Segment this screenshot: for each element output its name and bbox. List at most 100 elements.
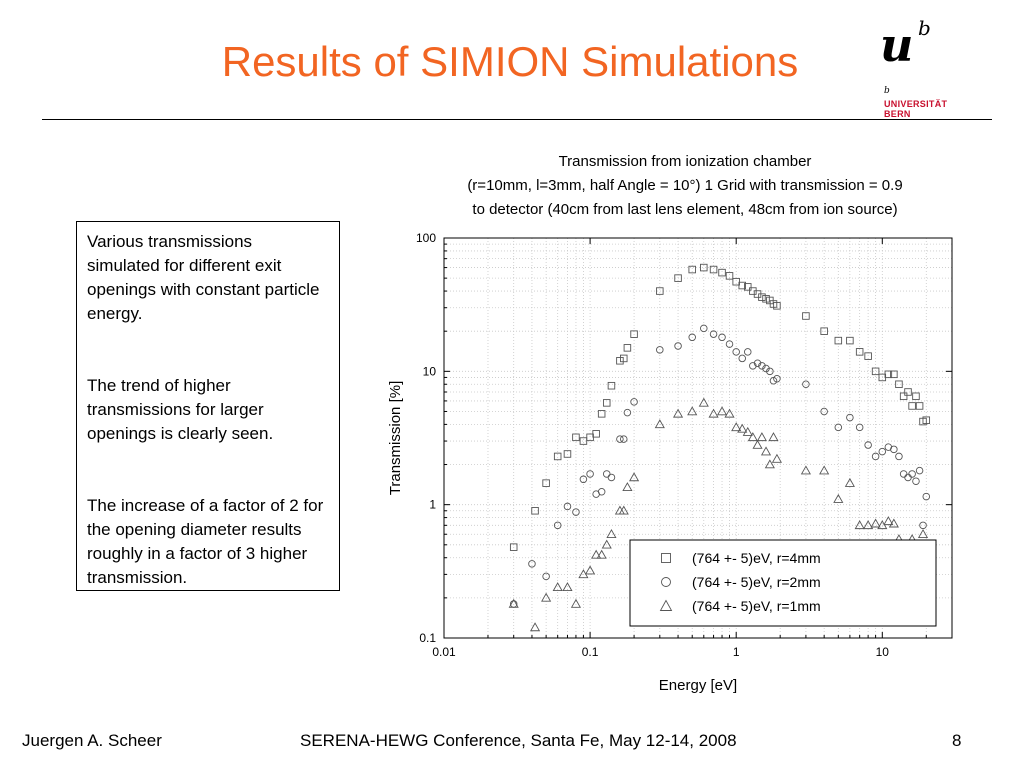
data-point-triangle: [629, 472, 640, 482]
data-point-triangle: [618, 505, 629, 515]
x-tick-label: 0.01: [432, 645, 456, 659]
data-point-circle: [623, 408, 632, 417]
data-point-triangle: [854, 520, 865, 530]
data-point-square: [656, 287, 664, 295]
data-point-circle: [864, 441, 872, 449]
data-point-circle: [674, 342, 682, 350]
data-point-circle: [855, 423, 864, 432]
data-point-circle: [607, 473, 616, 482]
legend-marker-triangle: [659, 599, 673, 611]
logo-line1: UNIVERSITÄT: [884, 99, 948, 109]
data-point-square: [674, 274, 682, 282]
data-point-triangle: [771, 453, 782, 463]
data-point-triangle: [570, 598, 582, 608]
data-point-circle: [912, 477, 920, 485]
title-divider: [42, 119, 992, 120]
data-point-square: [899, 392, 908, 401]
chart-title-line-1: Transmission from ionization chamber: [558, 153, 812, 170]
notes-box: Various transmissions simulated for diff…: [76, 221, 340, 591]
data-point-square: [922, 416, 931, 424]
data-point-circle: [700, 324, 708, 333]
data-point-circle: [732, 348, 740, 356]
plot-frame: [443, 237, 953, 639]
data-point-circle: [758, 362, 766, 370]
data-point-triangle: [844, 477, 855, 487]
data-point-square: [553, 452, 562, 461]
notes-paragraph-3: The increase of a factor of 2 for the op…: [87, 496, 324, 587]
logo-superscript: b: [918, 16, 931, 40]
x-tick-label: 1: [733, 645, 740, 659]
legend-marker-square: [661, 553, 671, 563]
data-point-square: [884, 370, 893, 379]
data-point-triangle: [870, 518, 881, 528]
data-point-square: [904, 388, 912, 396]
data-point-circle: [766, 367, 774, 376]
data-point-triangle: [687, 406, 698, 416]
data-point-square: [563, 450, 572, 458]
data-point-square: [890, 370, 898, 379]
data-point-square: [915, 402, 924, 410]
data-point-triangle: [833, 493, 844, 503]
data-point-circle: [563, 502, 572, 511]
data-point-triangle: [800, 465, 811, 475]
university-logo: u b b UNIVERSITÄT BERN: [880, 14, 990, 124]
data-point-circle: [899, 470, 908, 478]
data-point-triangle: [529, 622, 541, 632]
data-point-triangle: [888, 518, 899, 528]
data-point-square: [623, 344, 632, 352]
data-point-square: [709, 265, 718, 274]
x-axis-label: Energy [eV]: [659, 677, 737, 694]
data-point-circle: [922, 492, 931, 501]
notes-paragraph-1: Various transmissions simulated for diff…: [87, 232, 320, 323]
data-point-square: [773, 302, 781, 310]
data-point-square: [700, 263, 708, 272]
data-point-square: [620, 354, 628, 363]
logo-mark: u: [880, 18, 914, 72]
data-point-square: [597, 410, 606, 418]
y-tick-label: 0.1: [419, 631, 436, 645]
data-point-square: [531, 507, 539, 515]
data-point-circle: [919, 521, 927, 530]
y-tick-label: 10: [423, 364, 437, 378]
data-point-triangle: [917, 529, 929, 538]
data-point-triangle: [752, 439, 763, 449]
data-point-circle: [904, 473, 912, 482]
data-point-circle: [620, 435, 628, 443]
data-point-square: [762, 295, 770, 303]
data-point-triangle: [737, 423, 748, 433]
data-point-circle: [773, 374, 781, 383]
data-point-square: [616, 357, 624, 365]
footer-author: Juergen A. Scheer: [22, 731, 162, 750]
logo-text: UNIVERSITÄT BERN: [884, 99, 947, 119]
legend-label: (764 +- 5)eV, r=4mm: [692, 550, 821, 566]
chart-title: Transmission from ionization chamber (r=…: [420, 150, 950, 222]
notes-paragraph-2: The trend of higher transmissions for la…: [87, 376, 274, 443]
logo-line2: BERN: [884, 109, 911, 119]
x-tick-label: 0.1: [582, 645, 599, 659]
legend-box: [629, 539, 937, 627]
data-point-triangle: [672, 408, 684, 418]
data-point-square: [908, 402, 916, 410]
data-point-square: [912, 392, 920, 401]
data-point-circle: [846, 413, 854, 422]
data-point-circle: [597, 487, 606, 496]
data-point-square: [744, 283, 752, 291]
data-point-triangle: [541, 592, 552, 602]
data-point-circle: [528, 560, 536, 568]
data-point-triangle: [863, 520, 874, 530]
data-point-circle: [738, 354, 746, 363]
data-point-triangle: [591, 549, 602, 559]
data-point-circle: [572, 508, 580, 516]
data-point-circle: [630, 398, 638, 406]
data-point-square: [602, 399, 611, 407]
data-point-circle: [656, 346, 664, 354]
data-point-square: [855, 348, 864, 356]
data-point-square: [820, 327, 828, 335]
data-point-triangle: [756, 432, 767, 442]
data-point-triangle: [747, 432, 758, 442]
data-point-triangle: [508, 598, 519, 608]
data-point-circle: [915, 466, 924, 475]
data-point-circle: [553, 521, 562, 530]
data-point-square: [630, 330, 638, 338]
